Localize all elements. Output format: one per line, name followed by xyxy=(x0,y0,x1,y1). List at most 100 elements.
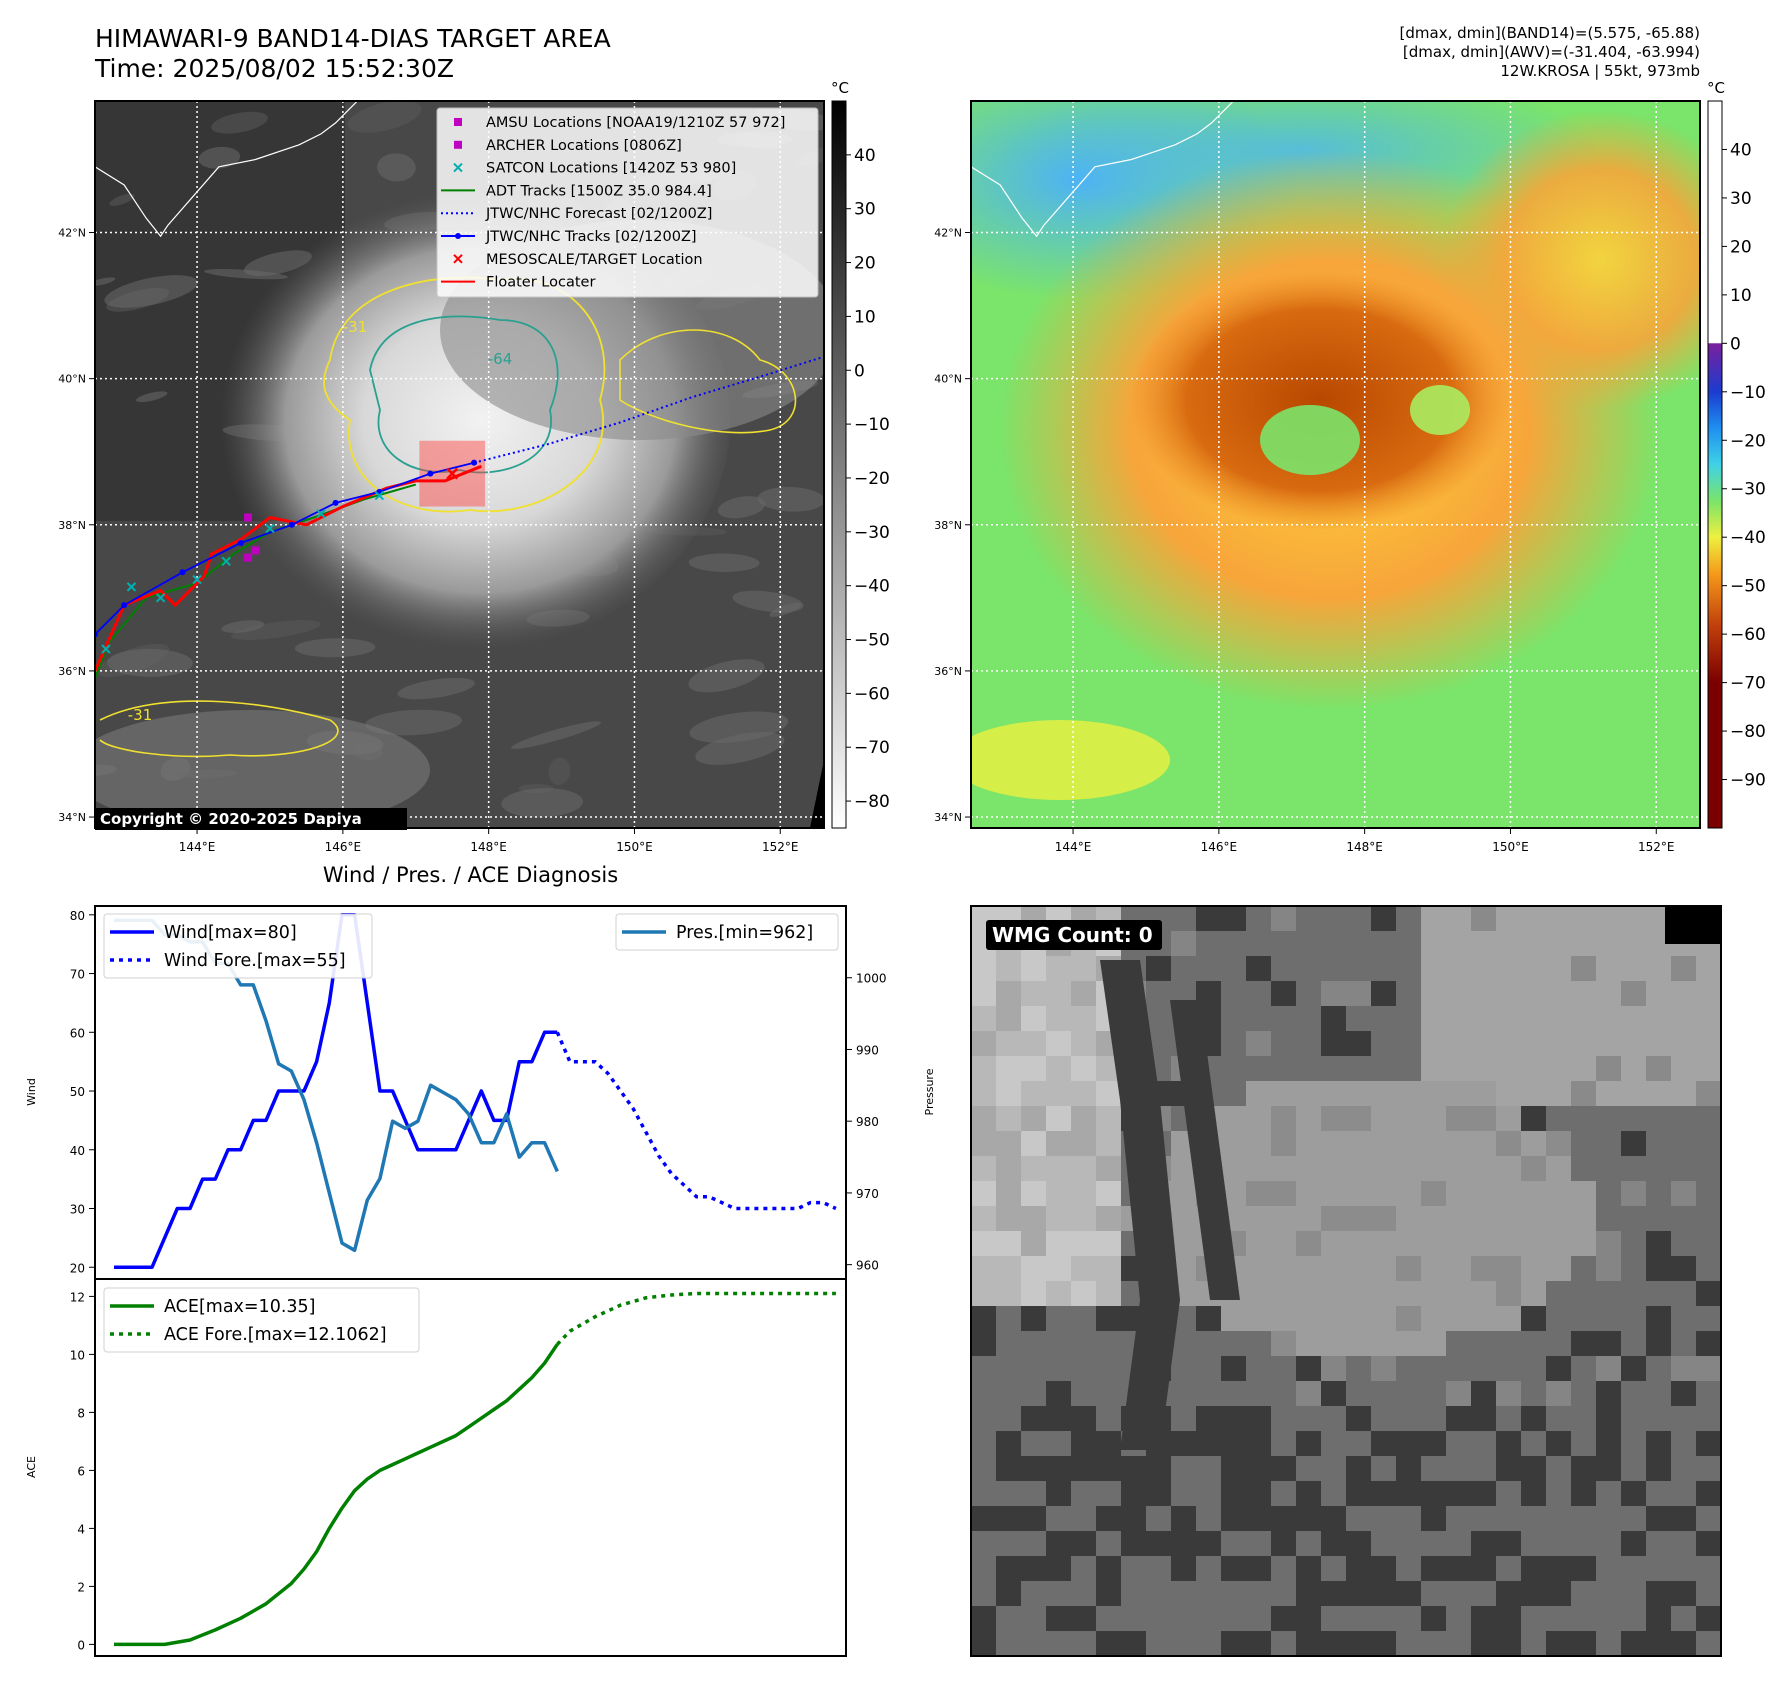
wmg-cell xyxy=(1696,956,1721,981)
ir-lon-label-4: 152°E xyxy=(762,840,799,854)
wmg-cell xyxy=(1121,1531,1146,1556)
wmg-cell xyxy=(1571,1231,1596,1256)
wmg-cell xyxy=(1396,1256,1421,1281)
wmg-cell xyxy=(1446,1256,1471,1281)
jtwc-track-point xyxy=(332,499,339,506)
legend-entry: SATCON Locations [1420Z 53 980] xyxy=(453,161,736,177)
wmg-cell xyxy=(1496,1081,1521,1106)
ir-colorbar-label: −60 xyxy=(854,684,890,704)
wmg-cell xyxy=(1346,1531,1371,1556)
wmg-cell xyxy=(1571,956,1596,981)
wmg-cell xyxy=(1496,1056,1521,1081)
wmg-cell xyxy=(1421,1306,1446,1331)
wmg-cell xyxy=(1371,1556,1396,1581)
wmg-cell xyxy=(1446,1031,1471,1056)
wmg-cell xyxy=(1546,1556,1571,1581)
ir-cloud-streak xyxy=(548,757,571,786)
wmg-cell xyxy=(1321,1106,1346,1131)
wmg-cell xyxy=(1421,1556,1446,1581)
ir-lat-label-3: 36°N xyxy=(58,665,86,678)
wmg-cell xyxy=(1021,1056,1046,1081)
wmg-cell xyxy=(1246,1306,1271,1331)
wmg-cell xyxy=(1246,1181,1271,1206)
wmg-cell xyxy=(1246,1031,1271,1056)
wmg-cell xyxy=(1546,1256,1571,1281)
wmg-cell xyxy=(1121,1481,1146,1506)
ir-lat-label-1: 40°N xyxy=(58,373,86,386)
wmg-cell xyxy=(1696,1356,1721,1381)
wmg-cell xyxy=(996,1256,1021,1281)
wmg-cell xyxy=(1646,1456,1671,1481)
ir-colorbar-label: 30 xyxy=(854,200,876,220)
legend-box xyxy=(436,107,819,298)
wmg-cell xyxy=(1371,1256,1396,1281)
ir-cloud-streak xyxy=(231,620,321,640)
wmg-cell xyxy=(1321,1156,1346,1181)
wmg-cell xyxy=(1246,1156,1271,1181)
wmg-cell xyxy=(1471,1306,1496,1331)
wmg-cell xyxy=(996,1131,1021,1156)
wmg-cell xyxy=(1296,1631,1321,1656)
wmg-cell xyxy=(1071,1081,1096,1106)
wmg-cell xyxy=(1121,1506,1146,1531)
pressure-ytick-label: 980 xyxy=(856,1115,879,1129)
wmg-cell xyxy=(1071,1206,1096,1231)
wmg-cell xyxy=(1646,1006,1671,1031)
wmg-cell xyxy=(1471,1281,1496,1306)
wmg-cell xyxy=(1421,1156,1446,1181)
legend-box xyxy=(615,913,839,951)
wmg-cell xyxy=(1221,1106,1246,1131)
wmg-cell xyxy=(1596,956,1621,981)
wmg-cell xyxy=(1371,1156,1396,1181)
wmg-cell xyxy=(1246,1556,1271,1581)
wmg-cell xyxy=(1621,1081,1646,1106)
wmg-cell xyxy=(1096,1581,1121,1606)
wmg-cell xyxy=(1571,1206,1596,1231)
wmg-cell xyxy=(1371,1356,1396,1381)
wmg-cell xyxy=(1646,1231,1671,1256)
wmg-cell xyxy=(1646,1306,1671,1331)
wmg-cell xyxy=(1696,1481,1721,1506)
wmg-cell xyxy=(1371,981,1396,1006)
wmg-cell xyxy=(1696,1606,1721,1631)
wmg-cell xyxy=(1046,1006,1071,1031)
wmg-cell xyxy=(1346,1106,1371,1131)
dias-colorbar-label: −70 xyxy=(1730,674,1766,694)
wmg-cell xyxy=(1346,1556,1371,1581)
wmg-dark-band xyxy=(1170,1000,1240,1300)
wmg-cell xyxy=(1696,981,1721,1006)
wmg-cell xyxy=(1546,956,1571,981)
wmg-cell xyxy=(1296,1256,1321,1281)
wmg-cell xyxy=(1246,1231,1271,1256)
wmg-cell xyxy=(1421,1606,1446,1631)
wmg-cell xyxy=(1471,1131,1496,1156)
ir-cloud-streak xyxy=(688,553,760,572)
wmg-cell xyxy=(1021,1281,1046,1306)
legend-label: ACE[max=10.35] xyxy=(164,1297,315,1317)
wmg-cell xyxy=(1296,1581,1321,1606)
ace-series-line-0 xyxy=(114,1343,559,1647)
ir-colorbar-label: −50 xyxy=(854,631,890,651)
ace-legend: ACE[max=10.35] ACE Fore.[max=12.1062] xyxy=(103,1287,420,1353)
wmg-cell xyxy=(1446,1381,1471,1406)
wmg-cell xyxy=(1321,1006,1346,1031)
dias-colorbar-label: 10 xyxy=(1730,286,1752,306)
wmg-cell xyxy=(1221,1431,1246,1456)
dias-colorbar-label: −40 xyxy=(1730,528,1766,548)
dias-ne-band xyxy=(1440,110,1700,410)
wmg-cell xyxy=(1171,931,1196,956)
dias-lat-label-4: 34°N xyxy=(934,811,962,824)
ir-colorbar-label: 20 xyxy=(854,254,876,274)
wmg-cell xyxy=(1321,1031,1346,1056)
wmg-cell xyxy=(1496,1231,1521,1256)
wmg-cell xyxy=(1121,1456,1146,1481)
ir-contour-east xyxy=(619,329,797,434)
wmg-cell xyxy=(1496,1106,1521,1131)
wmg-cell xyxy=(1096,1206,1121,1231)
wmg-cell xyxy=(1246,1631,1271,1656)
wmg-cell xyxy=(1596,1356,1621,1381)
wmg-cell xyxy=(1496,1131,1521,1156)
wmg-cell xyxy=(1446,931,1471,956)
stats-band14: [dmax, dmin](BAND14)=(5.575, -65.88) xyxy=(1399,24,1700,42)
